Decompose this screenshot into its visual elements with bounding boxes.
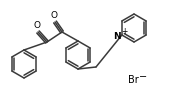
Text: O: O: [50, 11, 57, 20]
Text: +: +: [122, 26, 128, 35]
Text: O: O: [34, 21, 41, 30]
Text: N: N: [113, 31, 121, 40]
Text: −: −: [139, 72, 147, 82]
Text: Br: Br: [128, 75, 139, 85]
